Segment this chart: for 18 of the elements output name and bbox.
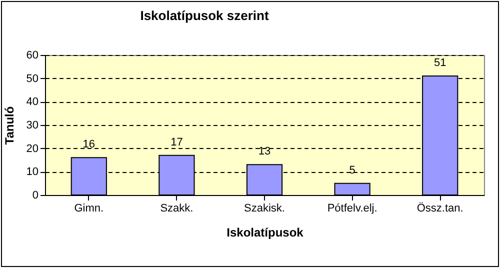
- y-tick-label: 40: [26, 96, 38, 108]
- y-tick-label: 30: [26, 120, 38, 132]
- x-tick-label: Szakk.: [160, 202, 194, 214]
- y-axis-title: Tanuló: [2, 106, 16, 145]
- y-tick-label: 50: [26, 72, 38, 85]
- x-axis-title: Iskolatípusok: [226, 226, 304, 240]
- data-label: 17: [170, 136, 183, 148]
- data-label: 51: [434, 57, 446, 69]
- x-tick-label: Gimn.: [74, 202, 104, 214]
- y-tick-label: 60: [26, 50, 38, 62]
- data-label: 16: [82, 138, 96, 151]
- x-tick-label: Pótfelv.elj.: [327, 202, 378, 214]
- chart-title: Iskolatípusok szerint: [140, 8, 270, 23]
- x-tick-label: Szakisk.: [244, 202, 285, 214]
- y-tick-label: 10: [26, 166, 38, 178]
- y-tick-label: 0: [32, 190, 38, 202]
- x-tick-label: Össz.tan.: [416, 202, 464, 214]
- y-tick-label: 20: [26, 142, 38, 155]
